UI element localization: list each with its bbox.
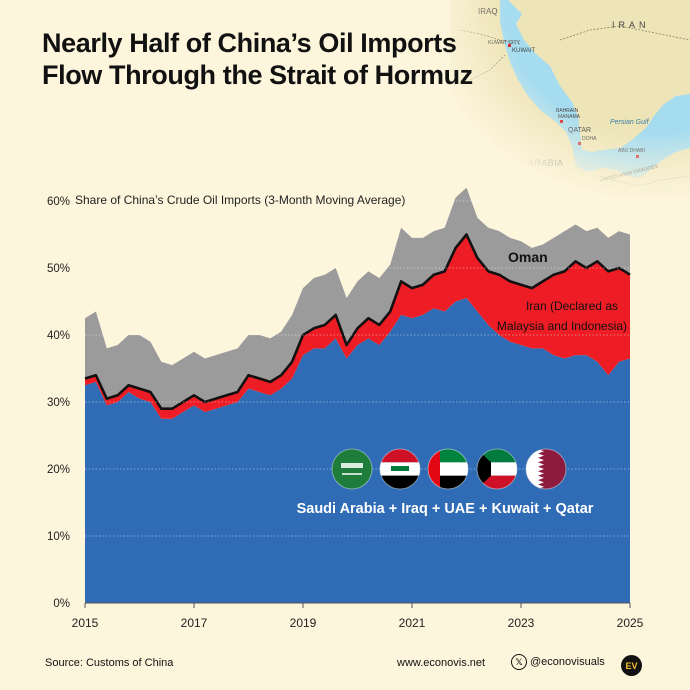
flag-ring bbox=[525, 448, 567, 490]
y-tick-label: 30% bbox=[47, 397, 70, 409]
chart-subtitle: Share of China’s Crude Oil Imports (3-Mo… bbox=[75, 193, 406, 207]
social-handle-text: @econovisuals bbox=[530, 656, 605, 668]
y-tick-label: 0% bbox=[53, 598, 70, 610]
y-tick-label: 10% bbox=[47, 531, 70, 543]
map-border-line bbox=[559, 25, 690, 41]
ev-logo: EV bbox=[621, 655, 642, 676]
map-label-riyadh: RIYADH bbox=[480, 142, 499, 148]
map-label-doha: DOHA bbox=[582, 136, 597, 142]
map-label-kuwait: KUWAIT bbox=[512, 48, 535, 54]
x-tick-label: 2015 bbox=[72, 616, 99, 630]
flag-hoist bbox=[477, 449, 491, 489]
city-marker-kuwait bbox=[508, 44, 511, 47]
flag-fill bbox=[477, 449, 517, 489]
oman-area bbox=[85, 187, 630, 409]
iran-label-line-1: Iran (Declared as bbox=[526, 299, 618, 313]
x-tick-label: 2019 bbox=[290, 616, 317, 630]
flag-hoist bbox=[428, 449, 440, 489]
city-marker-doha bbox=[578, 142, 581, 145]
kuwait-flag bbox=[476, 448, 518, 490]
iran-label-line-2: Malaysia and Indonesia) bbox=[497, 319, 627, 333]
flag-stripe bbox=[380, 449, 420, 463]
title-line-2: Flow Through the Strait of Hormuz bbox=[42, 60, 473, 90]
ev-logo-text: EV bbox=[625, 660, 638, 671]
hormuz-total-line bbox=[84, 233, 631, 410]
flag-serration bbox=[526, 449, 544, 489]
gulf-countries-label: Saudi Arabia + Iraq + UAE + Kuwait + Qat… bbox=[297, 501, 594, 517]
flag-field bbox=[332, 449, 372, 489]
map-label-bahrain: BAHRAIN bbox=[556, 108, 579, 114]
flag-ring bbox=[379, 448, 421, 490]
map-label-kuwait-city: KUWAIT CITY bbox=[488, 40, 521, 46]
flag-fill bbox=[526, 449, 566, 489]
flag-stripe bbox=[380, 475, 420, 489]
y-tick-label: 50% bbox=[47, 263, 70, 275]
flag-ring bbox=[331, 448, 373, 490]
map-label-qatar: QATAR bbox=[568, 127, 591, 134]
map-label-saudi-arabia: SAUDI ARABIA bbox=[496, 158, 566, 168]
map-label-persian-gulf: Persian Gulf bbox=[610, 119, 650, 126]
website-link[interactable]: www.econovis.net bbox=[397, 657, 486, 669]
x-tick-label: 2025 bbox=[617, 616, 644, 630]
social-handle[interactable]: 𝕏 @econovisuals bbox=[511, 654, 605, 670]
flag-ring bbox=[476, 448, 518, 490]
iraq-flag bbox=[379, 448, 421, 490]
city-marker-riyadh bbox=[476, 150, 479, 153]
map-label-iran: IRAN bbox=[612, 20, 650, 30]
flag-fill bbox=[380, 449, 420, 489]
map-label-manama: MANAMA bbox=[558, 114, 581, 120]
title-line-1: Nearly Half of China’s Oil Imports bbox=[42, 28, 457, 58]
y-tick-label: 20% bbox=[47, 464, 70, 476]
oman-label: Oman bbox=[508, 249, 548, 265]
map-label-abu-dhabi: ABU DHABI bbox=[618, 148, 645, 154]
flag-ring bbox=[427, 448, 469, 490]
map-water bbox=[500, 0, 690, 178]
qatar-flag bbox=[525, 448, 567, 490]
map-label-iraq: IRAQ bbox=[478, 7, 498, 16]
city-marker-manama bbox=[560, 120, 563, 123]
x-tick-label: 2017 bbox=[181, 616, 208, 630]
flag-emblem-script bbox=[391, 466, 409, 471]
uae-flag bbox=[427, 448, 469, 490]
source-note: Source: Customs of China bbox=[45, 657, 174, 669]
flag-fill bbox=[428, 449, 468, 489]
x-tick-label: 2023 bbox=[508, 616, 535, 630]
flag-fill bbox=[332, 449, 372, 489]
y-tick-label: 60% bbox=[47, 196, 70, 208]
city-marker-abu-dhabi bbox=[636, 155, 639, 158]
gulf-map: IRAQ IRAN KUWAIT CITY KUWAIT BAHRAIN MAN… bbox=[450, 0, 690, 200]
saudi-arabia-flag bbox=[331, 448, 373, 490]
map-border-line bbox=[469, 54, 506, 81]
y-tick-label: 40% bbox=[47, 330, 70, 342]
x-tick-label: 2021 bbox=[399, 616, 426, 630]
x-logo-icon: 𝕏 bbox=[511, 654, 527, 670]
flag-emblem-script bbox=[341, 463, 363, 468]
iran-area bbox=[85, 234, 630, 419]
